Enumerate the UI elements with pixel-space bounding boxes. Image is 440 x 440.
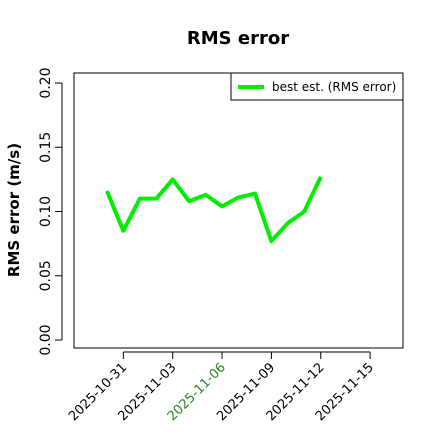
plot-frame [73,72,404,349]
y-tick-label: 0.05 [38,260,54,291]
data-line [105,175,323,244]
y-tick-label: 0.10 [38,196,54,227]
chart-title: RMS error [187,28,289,49]
y-tick-label: 0.00 [38,324,54,355]
y-axis-label: RMS error (m/s) [5,143,23,277]
legend-label: best est. (RMS error) [272,80,396,94]
y-tick-label: 0.15 [38,132,54,163]
y-tick-label: 0.20 [38,67,54,98]
